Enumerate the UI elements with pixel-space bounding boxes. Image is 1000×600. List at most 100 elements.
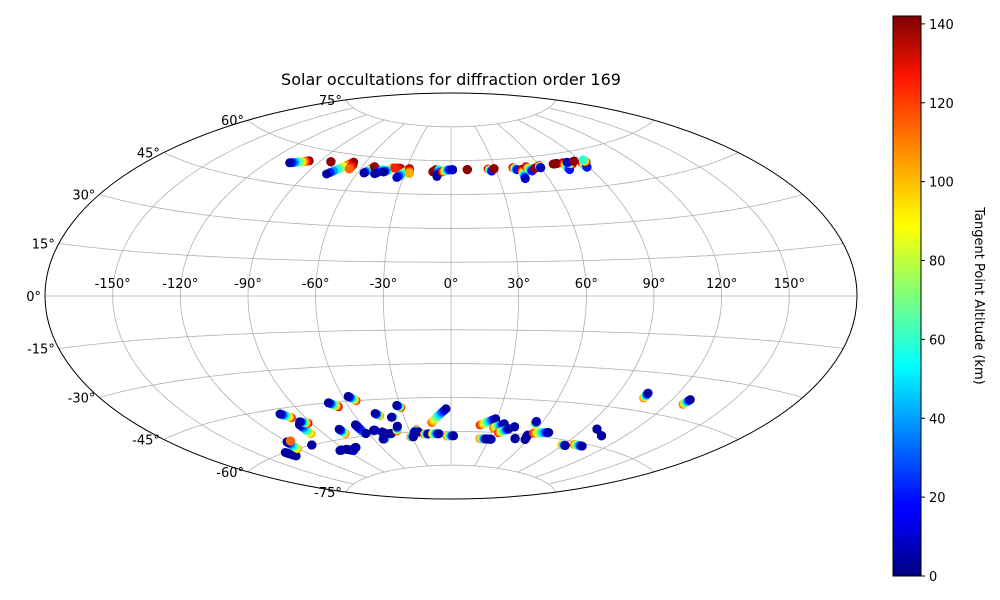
occultation-point — [569, 156, 579, 166]
chart-title: Solar occultations for diffraction order… — [281, 70, 621, 89]
latitude-tick-label: 75° — [319, 94, 342, 109]
occultation-point — [343, 391, 353, 401]
occultation-point — [359, 168, 369, 178]
occultation-point — [544, 428, 554, 437]
occultation-point — [441, 404, 451, 414]
latitude-grid-line — [345, 99, 557, 128]
longitude-tick-label: -30° — [369, 277, 397, 292]
colorbar-tick-label: 80 — [929, 255, 946, 270]
latitude-tick-label: -30° — [68, 392, 96, 407]
occultation-point — [322, 169, 332, 179]
longitude-tick-label: 150° — [774, 277, 805, 292]
occultation-point — [392, 400, 402, 410]
latitude-tick-label: -60° — [216, 466, 244, 481]
occultation-point — [285, 158, 295, 168]
longitude-grid-line — [315, 123, 406, 469]
occultation-point — [449, 431, 459, 441]
occultation-point — [520, 174, 530, 184]
occultation-point — [462, 165, 472, 175]
occultation-point — [392, 172, 402, 182]
longitude-tick-label: -60° — [302, 277, 330, 292]
occultation-point — [536, 163, 546, 173]
longitude-tick-label: -90° — [234, 277, 262, 292]
latitude-tick-label: -75° — [314, 486, 342, 501]
colorbar-tick-label: 140 — [929, 18, 954, 33]
occultation-point — [510, 422, 520, 432]
occultation-point — [486, 434, 496, 444]
occultation-points — [275, 155, 695, 461]
latitude-tick-label: -45° — [132, 434, 160, 449]
occultation-point — [597, 431, 606, 441]
occultation-point — [351, 443, 361, 452]
occultation-point — [370, 169, 380, 179]
occultation-point — [295, 417, 305, 427]
occultation-point — [275, 409, 285, 419]
occultation-point — [379, 167, 388, 177]
occultation-point — [350, 420, 360, 430]
colorbar-tick-label: 60 — [929, 333, 946, 348]
latitude-tick-label: 45° — [137, 146, 160, 161]
occultation-point — [643, 388, 653, 398]
occultation-point — [489, 164, 499, 174]
colorbar-tick-label: 20 — [929, 491, 946, 506]
colorbar-gradient — [892, 15, 922, 577]
longitude-tick-label: 30° — [507, 277, 530, 292]
occultation-point — [286, 436, 295, 446]
occultation-point — [578, 155, 588, 165]
colorbar-tick-label: 0 — [929, 570, 937, 585]
occultation-point — [577, 441, 587, 451]
longitude-grid-line — [496, 123, 587, 469]
occultation-point — [326, 157, 336, 167]
latitude-tick-label: -15° — [27, 343, 55, 358]
occultation-point — [341, 444, 351, 454]
longitude-tick-label: 0° — [444, 277, 459, 292]
latitude-tick-labels: 75° 60° 45° 30° 15° 0° -15° -30° -45° -60° -75° — [26, 94, 342, 501]
colorbar-label: Tangent Point Altitude (km) — [971, 206, 986, 384]
occultation-point — [562, 157, 572, 167]
colorbar: 0 20 40 60 80 100 120 140 Tangent Point Altitud… — [892, 15, 986, 585]
occultation-point — [370, 409, 380, 418]
occultation-point — [448, 165, 457, 175]
longitude-tick-label: -150° — [95, 277, 131, 292]
occultation-point — [344, 164, 354, 174]
latitude-tick-label: 30° — [72, 189, 95, 204]
occultation-point — [592, 424, 602, 434]
longitude-grid-line — [247, 119, 385, 473]
occultation-point — [434, 429, 444, 439]
latitude-tick-label: 60° — [221, 114, 244, 129]
occultation-point — [370, 425, 380, 435]
longitude-grid-line — [474, 125, 520, 467]
latitude-tick-label: 0° — [26, 290, 41, 305]
colorbar-ticks: 0 20 40 60 80 100 120 140 — [921, 18, 954, 585]
map-area: -150° -120° -90° -60° -30° 0° 30° 60° 90° 120° 150… — [26, 92, 858, 501]
latitude-grid-line — [345, 464, 557, 493]
occultation-point — [387, 412, 396, 422]
occultation-point — [560, 441, 570, 450]
longitude-tick-label: 60° — [575, 277, 598, 292]
occultation-point — [532, 416, 541, 426]
longitude-tick-label: -120° — [162, 277, 198, 292]
occultation-point — [520, 435, 530, 445]
longitude-tick-label: 90° — [642, 277, 665, 292]
longitude-grid-line — [535, 114, 722, 478]
longitude-grid — [112, 107, 790, 485]
occultation-point — [685, 395, 695, 405]
map-boundary — [44, 92, 858, 500]
occultation-point — [361, 429, 371, 438]
latitude-tick-label: 15° — [32, 237, 55, 252]
occultation-point — [392, 421, 402, 431]
occultation-point — [307, 440, 317, 450]
occultation-point — [334, 424, 344, 434]
colorbar-tick-label: 100 — [929, 176, 954, 191]
longitude-tick-label: 120° — [706, 277, 737, 292]
longitude-grid-line — [517, 119, 655, 473]
longitude-grid-line — [112, 107, 354, 485]
occultation-point — [291, 451, 301, 461]
longitude-grid-line — [179, 114, 367, 478]
longitude-grid-line — [548, 107, 790, 485]
occultation-point — [390, 163, 400, 173]
occultation-point — [491, 414, 501, 424]
colorbar-tick-label: 120 — [929, 97, 954, 112]
longitude-tick-labels: -150° -120° -90° -60° -30° 0° 30° 60° 90° 120° 150… — [95, 277, 805, 292]
